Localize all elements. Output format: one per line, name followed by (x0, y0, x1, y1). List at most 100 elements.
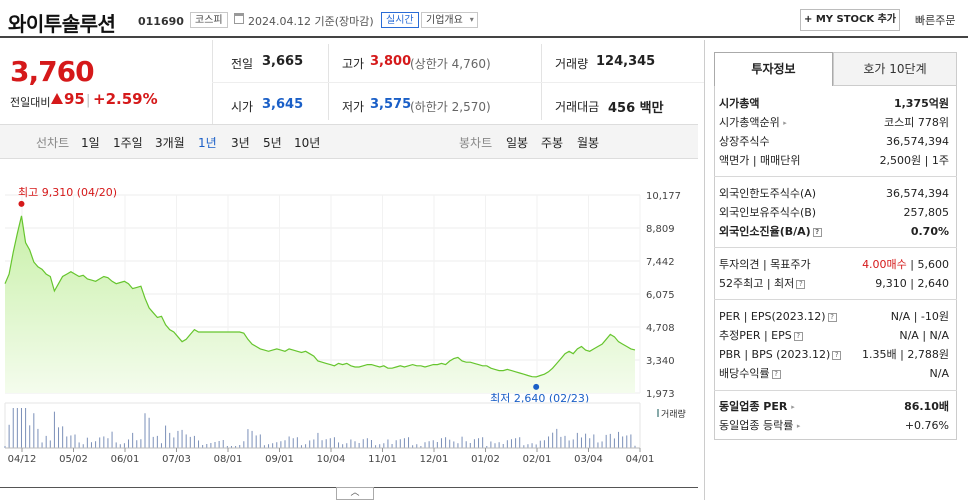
row-sector-per[interactable]: 동일업종 PER ▸ 86.10배 (719, 398, 949, 416)
market-cap-rank-value: 코스피 778위 (884, 116, 949, 129)
chevron-down-icon: ▾ (469, 15, 474, 24)
volume-legend-label: 거래량 (661, 408, 686, 420)
period-daily[interactable]: 일봉 (506, 136, 529, 150)
foreign-limit-value: 36,574,394 (886, 187, 949, 200)
listed-shares-value: 36,574,394 (886, 135, 949, 148)
price-area (5, 215, 635, 393)
low-value: 3,575 (370, 97, 412, 112)
foreign-holding-value: 257,805 (903, 206, 950, 219)
par-value-value: 2,500원 | 1주 (879, 154, 949, 167)
help-icon[interactable]: ? (832, 350, 842, 360)
per-value: N/A | -10원 (890, 310, 949, 323)
realtime-tag[interactable]: 실시간 (381, 12, 419, 28)
section-divider (714, 299, 957, 300)
period-10y[interactable]: 10년 (294, 136, 321, 150)
foreign-ratio-value: 0.70% (910, 225, 949, 238)
x-tick-label: 12/01 (420, 454, 449, 465)
x-tick-label: 07/03 (162, 454, 191, 465)
period-1w[interactable]: 1주일 (113, 136, 143, 150)
y-tick-label: 10,177 (646, 191, 681, 202)
period-1d[interactable]: 1일 (81, 136, 100, 150)
high-marker (18, 200, 25, 207)
stock-code: 011690 (138, 15, 184, 28)
opinion-label: 투자의견 | 목표주가 (719, 258, 811, 271)
compare-label: 전일대비 (10, 96, 51, 109)
x-tick-label: 01/02 (471, 454, 500, 465)
change-percent: +2.59% (93, 90, 158, 108)
period-3m[interactable]: 3개월 (155, 136, 185, 150)
help-icon[interactable]: ? (812, 227, 822, 237)
period-3y[interactable]: 3년 (231, 136, 250, 150)
period-weekly[interactable]: 주봉 (541, 136, 564, 150)
per-label: PER | EPS(2023.12)? (719, 308, 837, 326)
invest-info-panel (704, 40, 968, 500)
week52-value: 9,310 | 2,640 (875, 277, 949, 290)
lower-limit: (하한가 2,570) (410, 100, 491, 114)
tab-orderbook[interactable]: 호가 10단계 (833, 52, 957, 86)
help-icon[interactable]: ? (796, 279, 806, 289)
row-market-cap-rank[interactable]: 시가총액순위 ▸ 코스피 778위 (719, 114, 949, 132)
pbr-value: 1.35배 | 2,788원 (862, 348, 949, 361)
x-tick-label: 09/01 (265, 454, 294, 465)
low-label: 저가 (342, 100, 365, 114)
high-value: 3,800 (370, 54, 412, 69)
row-dividend: 배당수익률? N/A (719, 365, 949, 383)
x-tick-label: 08/01 (214, 454, 243, 465)
prev-close-label: 전일 (231, 57, 254, 71)
high-label: 고가 (342, 57, 365, 71)
foreign-ratio-label: 외국인소진율(B/A)? (719, 223, 822, 241)
quick-order-link[interactable]: 빠른주문 (915, 14, 956, 27)
period-5y[interactable]: 5년 (263, 136, 282, 150)
row-sector-change[interactable]: 동일업종 등락률 ▸ +0.76% (719, 417, 949, 435)
row-foreign-ratio: 외국인소진율(B/A)? 0.70% (719, 223, 949, 241)
foreign-holding-label: 외국인보유주식수(B) (719, 206, 817, 219)
opinion-value: 4.00매수 | 5,600 (862, 258, 949, 271)
row-foreign-holding: 외국인보유주식수(B) 257,805 (719, 204, 949, 222)
trade-amount-value: 456 백만 (608, 101, 664, 116)
volume-label: 거래량 (555, 57, 589, 71)
market-cap-value: 1,375억원 (893, 97, 949, 110)
help-icon[interactable]: ? (793, 331, 803, 341)
tab-invest-info[interactable]: 투자정보 (714, 52, 833, 86)
high-label: 최고 9,310 (04/20) (18, 186, 117, 199)
week52-label: 52주최고 | 최저? (719, 275, 806, 293)
market-tag: 코스피 (190, 12, 228, 28)
header-divider (0, 36, 968, 38)
y-tick-label: 3,340 (646, 356, 675, 367)
y-tick-label: 8,809 (646, 224, 675, 235)
prev-close-value: 3,665 (262, 54, 304, 69)
help-icon[interactable]: ? (771, 369, 781, 379)
period-monthly[interactable]: 월봉 (577, 136, 600, 150)
period-1y[interactable]: 1년 (198, 136, 217, 150)
price-chart[interactable]: 10,177 8,809 7,442 6,075 4,708 3,340 1,973 최고 9… (0, 160, 700, 472)
low-label: 최저 2,640 (02/23) (490, 392, 589, 405)
upper-limit: (상한가 4,760) (410, 57, 491, 71)
market-cap-label: 시가총액 (719, 97, 760, 110)
y-tick-label: 4,708 (646, 323, 675, 334)
triangle-icon: ▸ (783, 119, 787, 127)
collapse-button[interactable]: ︿ (336, 487, 374, 500)
y-tick-label: 6,075 (646, 290, 675, 301)
dividend-value: N/A (929, 367, 949, 380)
hdivider (212, 82, 704, 83)
current-price: 3,760 (10, 55, 95, 88)
company-overview-button[interactable]: 기업개요 ▾ (421, 12, 478, 28)
row-listed-shares: 상장주식수 36,574,394 (719, 133, 949, 151)
sector-per-value: 86.10배 (904, 400, 949, 413)
divider-bar: | (86, 93, 91, 108)
row-per: PER | EPS(2023.12)? N/A | -10원 (719, 308, 949, 326)
row-pbr: PBR | BPS (2023.12)? 1.35배 | 2,788원 (719, 346, 949, 364)
par-value-label: 액면가 | 매매단위 (719, 154, 801, 167)
listed-shares-label: 상장주식수 (719, 135, 770, 148)
mystock-add-button[interactable]: + MY STOCK 추가 (800, 9, 900, 31)
row-market-cap: 시가총액 1,375억원 (719, 95, 949, 113)
est-per-label: 추정PER | EPS? (719, 327, 803, 345)
candle-chart-label: 봉차트 (459, 136, 493, 150)
base-date: 2024.04.12 기준(장마감) (248, 15, 374, 28)
trade-amount-label: 거래대금 (555, 100, 600, 114)
section-divider (714, 390, 957, 391)
help-icon[interactable]: ? (827, 312, 837, 322)
sector-per-label: 동일업종 PER ▸ (719, 400, 795, 413)
company-name: 와이투솔루션 (8, 12, 116, 36)
period-bar (0, 124, 698, 159)
